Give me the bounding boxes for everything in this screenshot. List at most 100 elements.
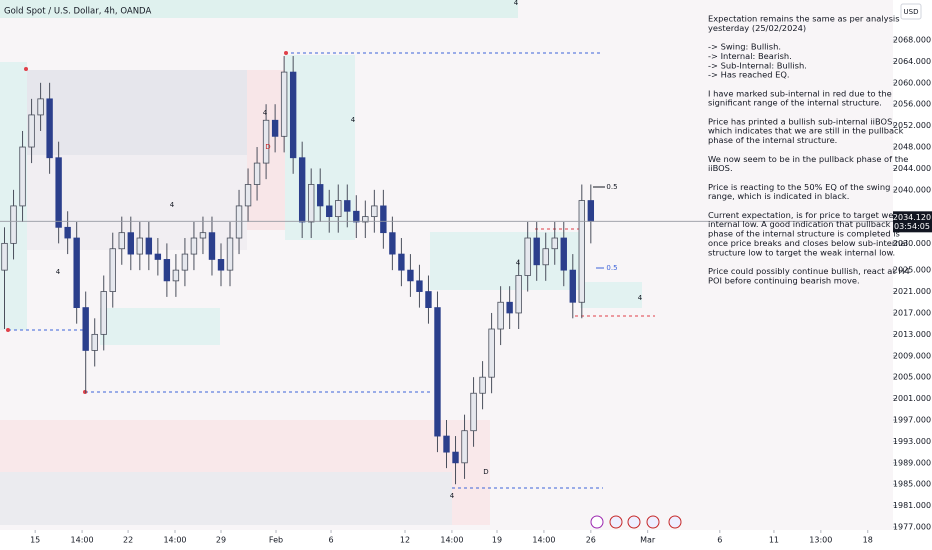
marker-label: 4	[351, 116, 356, 124]
event-icon[interactable]	[668, 515, 682, 529]
candle-body	[208, 232, 216, 260]
currency: USD	[904, 8, 919, 16]
candle-body	[434, 307, 441, 437]
candle-body	[235, 205, 243, 239]
marker-label: 4	[516, 259, 521, 267]
candle-body	[317, 184, 324, 207]
y-tick-label: 2048.000	[893, 143, 931, 152]
zone	[452, 472, 490, 525]
candle-body	[425, 291, 432, 309]
swing-point	[284, 51, 288, 55]
annotation-line: internal low. A good indication that pul…	[708, 219, 891, 229]
candle-body	[542, 248, 549, 266]
price-box	[893, 211, 932, 233]
candle-body	[244, 184, 252, 207]
annotation-line: phase of the internal structure.	[708, 135, 837, 145]
x-tick-label: 29	[216, 536, 226, 545]
y-tick-label: 1977.000	[893, 523, 931, 532]
candle-body	[226, 237, 234, 271]
candle-body	[344, 200, 351, 212]
zone	[100, 308, 220, 345]
zone	[0, 420, 490, 472]
candle-body	[326, 205, 333, 218]
y-tick-label: 1981.000	[893, 501, 931, 510]
chart-title: Gold Spot / U.S. Dollar, 4h, OANDA	[4, 7, 151, 17]
candle-body	[55, 157, 62, 228]
candle-body	[335, 200, 342, 218]
candle-body	[73, 237, 80, 309]
candle-body	[479, 376, 486, 394]
candle-body	[308, 184, 315, 223]
annotation-line: -> Swing: Bullish.	[708, 42, 781, 52]
countdown: 03:54:05	[894, 222, 930, 231]
candle-body	[19, 146, 26, 207]
annotation-line: We now seem to be in the pullback phase …	[708, 154, 908, 164]
levels	[8, 52, 655, 489]
y-tick-label: 2025.000	[893, 266, 931, 275]
event-icon[interactable]	[646, 515, 660, 529]
candle-body	[262, 119, 270, 164]
candle-body	[380, 205, 387, 234]
zone	[27, 70, 268, 155]
candle-body	[118, 232, 125, 250]
x-tick-label: 12	[400, 536, 410, 545]
last-price: 2034.120	[893, 213, 931, 222]
candle-body	[199, 232, 207, 239]
candle-body	[172, 269, 180, 282]
event-icon[interactable]	[627, 515, 641, 529]
zone	[0, 0, 518, 18]
x-tick-label: 15	[30, 536, 40, 545]
annotation-line: phase of the internal structure is compl…	[708, 229, 900, 239]
annotation-line: -> Sub-Internal: Bullish.	[708, 60, 807, 70]
candle-body	[28, 114, 35, 148]
candle-body	[154, 253, 162, 260]
candle-body	[416, 280, 423, 292]
marker-label: 4	[638, 294, 643, 302]
event-icon[interactable]	[609, 515, 623, 529]
candle-body	[82, 307, 89, 351]
candle-body	[569, 269, 576, 303]
candle-body	[289, 71, 297, 159]
event-icon[interactable]	[590, 515, 604, 529]
candle-body	[109, 248, 116, 292]
annotation-line: Current expectation, is for price to tar…	[708, 210, 904, 220]
x-tick-label: 11	[769, 536, 779, 545]
marker-label: 4	[170, 201, 175, 209]
candle-body	[91, 333, 98, 351]
x-tick-label: 6	[328, 536, 333, 545]
candle-body	[127, 232, 134, 255]
candle-body	[181, 253, 189, 271]
annotation-line: yesterday (25/02/2024)	[708, 23, 806, 33]
candle-body	[1, 242, 8, 271]
x-tick-label: 14:00	[440, 536, 463, 545]
x-tick-label: Mar	[640, 536, 656, 545]
candle-body	[443, 435, 450, 453]
candle-body	[497, 301, 504, 330]
x-tick-label: 14:00	[71, 536, 94, 545]
candle-body	[362, 216, 369, 223]
annotation-line: significant range of the internal struct…	[708, 98, 882, 108]
marker-label: 4	[263, 109, 268, 117]
annotation-line: Expectation remains the same as per anal…	[708, 14, 900, 24]
candle-body	[506, 301, 513, 314]
candle-body	[452, 451, 459, 464]
swing-point	[83, 390, 87, 394]
annotation-line: -> Has reached EQ.	[708, 70, 790, 80]
marker-label: 0.5	[606, 264, 617, 272]
candle-body	[488, 328, 495, 378]
candle-body	[271, 119, 279, 137]
annotation-line: I have marked sub-internal in red due to…	[708, 88, 892, 98]
candles	[0, 56, 893, 485]
candle-body	[371, 205, 378, 218]
candle-body	[353, 210, 360, 223]
x-tick-label: 14:00	[532, 536, 555, 545]
annotation-line: -> Internal: Bearish.	[708, 51, 792, 61]
swing-point	[6, 328, 10, 332]
annotation-line: which indicates that we are still in the…	[708, 126, 904, 136]
y-tick-label: 2005.000	[893, 373, 931, 382]
currency-box[interactable]	[900, 3, 922, 20]
zone	[580, 282, 642, 308]
y-axis-panel	[893, 0, 932, 550]
candle-body	[560, 237, 567, 271]
